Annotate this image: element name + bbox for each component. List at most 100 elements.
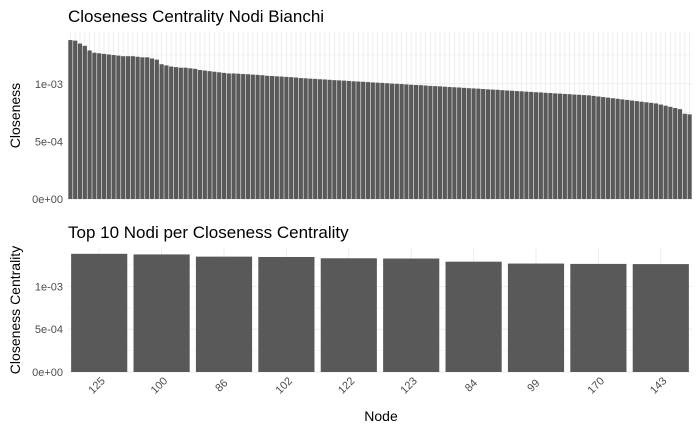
- bar: [322, 79, 327, 199]
- bar: [217, 72, 222, 199]
- bar: [423, 85, 428, 199]
- bar: [260, 75, 265, 199]
- bar: [212, 71, 217, 199]
- bar: [202, 70, 207, 199]
- y-tick-label: 0e+00: [32, 367, 63, 379]
- bar: [677, 109, 683, 199]
- bar: [255, 74, 260, 199]
- bar: [361, 81, 366, 199]
- bar: [245, 74, 251, 199]
- bar: [226, 73, 231, 199]
- bar: [509, 90, 515, 199]
- bar: [452, 87, 457, 199]
- chart-title: Closeness Centrality Nodi Bianchi: [68, 7, 324, 26]
- y-tick-label: 5e-04: [35, 136, 63, 148]
- bar: [320, 258, 377, 372]
- bar: [577, 94, 582, 199]
- bar: [437, 86, 443, 199]
- bar: [553, 93, 558, 199]
- bar: [385, 83, 390, 199]
- bar: [505, 90, 510, 199]
- bar: [356, 81, 361, 199]
- bar: [507, 263, 565, 372]
- bar: [106, 54, 111, 200]
- bar: [668, 106, 673, 199]
- bar: [135, 56, 140, 199]
- y-axis: 0e+00 5e-04 1e-03: [32, 281, 63, 379]
- bar: [346, 80, 351, 199]
- y-axis-label: Closeness: [7, 83, 23, 148]
- bar: [428, 85, 433, 199]
- bar: [341, 80, 347, 199]
- bar: [653, 103, 659, 199]
- bar: [145, 57, 150, 199]
- bar: [169, 66, 174, 199]
- bar: [433, 86, 438, 199]
- bar: [298, 78, 303, 199]
- x-tick-label: 99: [525, 377, 542, 394]
- bar: [82, 45, 87, 199]
- bar: [68, 40, 73, 199]
- bar: [543, 92, 548, 199]
- bar: [457, 87, 462, 199]
- bar: [308, 78, 313, 199]
- bar: [111, 55, 116, 199]
- bar: [485, 89, 491, 199]
- bar: [178, 67, 183, 199]
- x-tick-label: 102: [274, 375, 295, 396]
- bar: [605, 97, 611, 199]
- bar: [164, 65, 169, 200]
- bar: [92, 52, 97, 199]
- bar: [529, 91, 534, 199]
- bar: [327, 79, 332, 199]
- bar: [682, 113, 687, 199]
- bar: [71, 253, 128, 372]
- bar: [193, 68, 198, 200]
- bar: [413, 84, 419, 199]
- bar: [77, 43, 83, 199]
- bar: [461, 87, 467, 199]
- bar: [73, 40, 78, 199]
- bar: [293, 77, 299, 199]
- y-tick-label: 5e-04: [35, 324, 63, 336]
- bar: [581, 95, 587, 199]
- bar: [195, 256, 253, 372]
- chart-title: Top 10 Nodi per Closeness Centrality: [68, 223, 349, 242]
- bar: [586, 95, 591, 199]
- y-tick-label: 0e+00: [32, 194, 63, 206]
- bar: [495, 89, 500, 199]
- bar: [258, 256, 315, 372]
- bar: [572, 94, 577, 199]
- x-tick-label: 123: [398, 375, 419, 396]
- x-tick-label: 170: [586, 375, 607, 396]
- bar: [87, 50, 92, 200]
- bar: [154, 59, 159, 199]
- y-tick-label: 1e-03: [35, 281, 63, 293]
- bar: [188, 68, 193, 199]
- bar: [687, 114, 692, 199]
- bar: [562, 93, 567, 199]
- bar-series: [71, 253, 689, 372]
- bar: [130, 56, 135, 200]
- bar: [567, 94, 572, 199]
- bar: [500, 90, 505, 199]
- bar: [159, 64, 164, 199]
- bar: [101, 53, 107, 200]
- bar: [591, 95, 596, 199]
- bar: [634, 101, 639, 199]
- bar: [476, 88, 481, 199]
- panel-closeness-all: Closeness Centrality Nodi Bianchi 0e+00 5…: [7, 7, 692, 206]
- bar: [97, 53, 102, 199]
- bar: [490, 89, 495, 199]
- bar: [207, 71, 212, 199]
- bar: [445, 261, 502, 372]
- y-tick-label: 1e-03: [35, 79, 63, 91]
- bar: [173, 67, 179, 199]
- bar: [596, 96, 601, 199]
- bar: [632, 264, 689, 372]
- x-tick-label: 122: [336, 375, 357, 396]
- bar: [548, 93, 553, 199]
- bar: [404, 84, 409, 199]
- y-axis-label: Closeness Centrality: [7, 246, 23, 374]
